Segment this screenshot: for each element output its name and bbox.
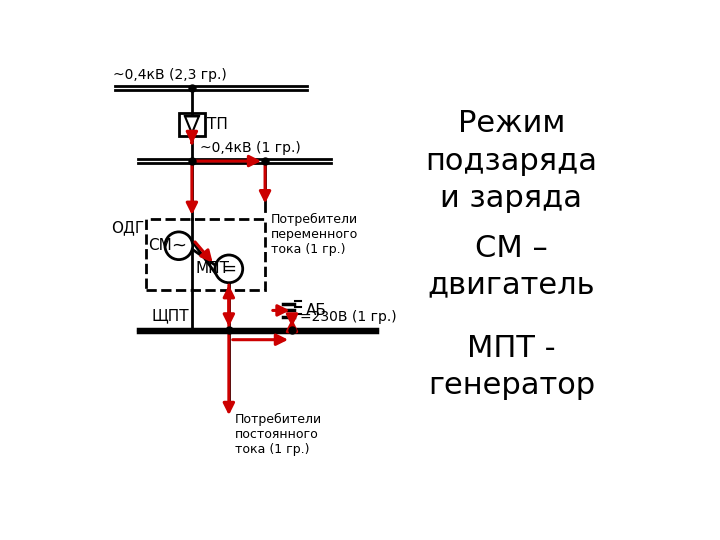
Bar <box>179 113 205 137</box>
Text: ОДГ: ОДГ <box>111 220 144 235</box>
Text: Потребители
постоянного
тока (1 гр.): Потребители постоянного тока (1 гр.) <box>235 413 322 456</box>
Text: ~: ~ <box>171 237 186 255</box>
Text: АБ: АБ <box>306 303 327 318</box>
Text: МПТ -
генератор: МПТ - генератор <box>428 334 595 400</box>
Circle shape <box>165 232 193 260</box>
Text: СМ: СМ <box>148 238 172 253</box>
Circle shape <box>215 255 243 283</box>
Text: ЩПТ: ЩПТ <box>152 308 189 323</box>
Text: Режим
подзаряда
и заряда: Режим подзаряда и заряда <box>426 110 598 213</box>
Bar <box>145 219 265 289</box>
Text: МПТ: МПТ <box>196 261 230 276</box>
Text: ТП: ТП <box>207 117 228 132</box>
Text: СМ –
двигатель: СМ – двигатель <box>428 233 595 300</box>
Text: ~0,4кВ (1 гр.): ~0,4кВ (1 гр.) <box>199 141 300 155</box>
Text: Потребители
переменного
тока (1 гр.): Потребители переменного тока (1 гр.) <box>271 213 359 256</box>
Text: =: = <box>221 260 236 278</box>
Text: ~0,4кВ (2,3 гр.): ~0,4кВ (2,3 гр.) <box>113 68 227 82</box>
Text: =230В (1 гр.): =230В (1 гр.) <box>300 309 396 323</box>
